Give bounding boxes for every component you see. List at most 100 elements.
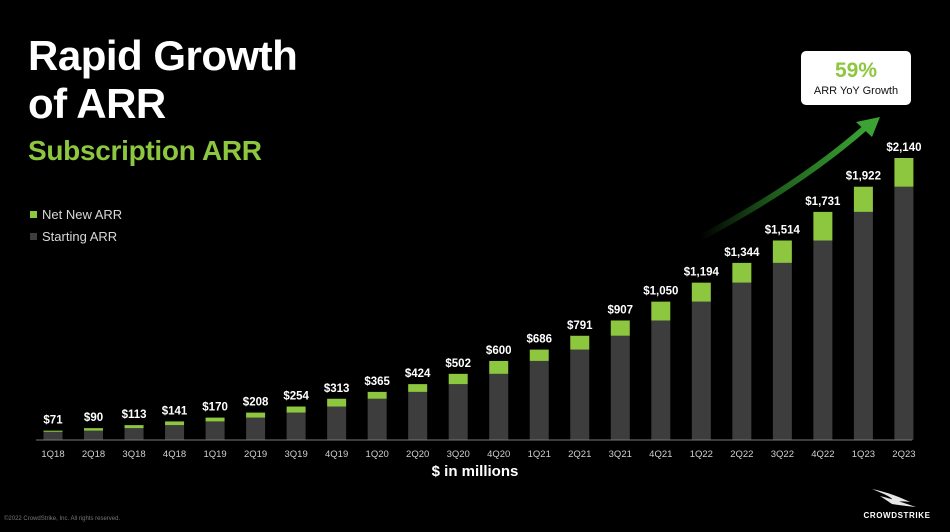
bar-net-new-arr-2Q21: [570, 335, 590, 350]
bar-net-new-arr-3Q18: [124, 425, 144, 429]
bar-starting-arr-2Q19: [246, 417, 266, 440]
data-label-4Q22: $1,731: [805, 196, 841, 208]
bar-net-new-arr-4Q19: [327, 398, 347, 407]
bar-starting-arr-1Q20: [367, 398, 387, 440]
bar-starting-arr-4Q18: [165, 425, 185, 440]
growth-callout-label: ARR YoY Growth: [813, 85, 899, 97]
data-label-1Q23: $1,922: [846, 171, 881, 183]
x-tick-label-3Q21: 3Q21: [609, 449, 632, 460]
units-label: $ in millions: [431, 463, 519, 480]
bar-starting-arr-4Q22: [813, 240, 833, 440]
legend-item-starting: Starting ARR: [30, 225, 122, 247]
page-title: Rapid Growth of ARR: [28, 32, 298, 128]
bar-starting-arr-3Q20: [448, 384, 468, 440]
data-label-2Q21: $791: [567, 320, 593, 332]
bar-starting-arr-1Q22: [691, 301, 711, 440]
x-tick-label-2Q18: 2Q18: [82, 449, 105, 460]
bar-net-new-arr-3Q19: [286, 406, 306, 413]
bar-net-new-arr-1Q23: [853, 186, 873, 212]
growth-arrow-head: [856, 117, 880, 137]
bar-net-new-arr-2Q19: [246, 412, 266, 418]
legend-item-net-new: Net New ARR: [30, 203, 122, 225]
x-tick-label-1Q20: 1Q20: [366, 449, 389, 460]
x-tick-label-2Q23: 2Q23: [892, 449, 915, 460]
legend-swatch-starting: [30, 232, 37, 240]
bar-net-new-arr-4Q18: [165, 421, 185, 426]
bar-net-new-arr-1Q19: [205, 417, 225, 422]
bar-starting-arr-2Q18: [84, 430, 104, 440]
x-tick-label-3Q20: 3Q20: [447, 449, 470, 460]
growth-arrow-shaft: [697, 124, 869, 241]
data-label-4Q21: $1,050: [643, 286, 678, 298]
bar-starting-arr-3Q21: [610, 335, 630, 440]
x-tick-label-1Q19: 1Q19: [203, 449, 226, 460]
bar-starting-arr-2Q22: [732, 282, 752, 440]
x-tick-label-1Q23: 1Q23: [852, 449, 875, 460]
x-tick-label-4Q19: 4Q19: [325, 449, 348, 460]
copyright-text: ©2022 CrowdStrike, Inc. All rights reser…: [4, 516, 121, 522]
bar-starting-arr-3Q19: [286, 412, 306, 440]
bar-starting-arr-3Q22: [772, 262, 792, 440]
bar-net-new-arr-3Q20: [448, 373, 468, 385]
data-label-1Q22: $1,194: [684, 267, 720, 279]
bar-starting-arr-3Q18: [124, 428, 144, 440]
bar-starting-arr-1Q21: [529, 360, 549, 440]
x-tick-label-4Q21: 4Q21: [649, 449, 672, 460]
crowdstrike-logo: CROWDSTRIKE: [852, 486, 942, 520]
data-label-2Q18: $90: [84, 412, 103, 424]
data-label-1Q20: $365: [364, 376, 390, 388]
bar-net-new-arr-2Q18: [84, 428, 104, 431]
legend-label-starting: Starting ARR: [42, 228, 118, 244]
legend-swatch-net-new: [30, 210, 37, 218]
bar-net-new-arr-2Q22: [732, 262, 752, 283]
data-label-4Q18: $141: [162, 405, 188, 417]
falcon-icon: [872, 489, 916, 507]
data-label-3Q20: $502: [445, 358, 471, 370]
bar-starting-arr-1Q23: [853, 211, 873, 440]
bar-starting-arr-4Q21: [651, 320, 671, 440]
data-label-1Q21: $686: [526, 334, 552, 346]
x-tick-label-1Q21: 1Q21: [528, 449, 551, 460]
bar-net-new-arr-4Q22: [813, 211, 833, 241]
data-label-1Q19: $170: [202, 402, 228, 414]
data-label-3Q18: $113: [122, 409, 147, 421]
bar-net-new-arr-1Q21: [529, 349, 549, 361]
data-label-1Q18: $71: [43, 415, 63, 427]
data-label-3Q22: $1,514: [765, 224, 801, 236]
data-label-3Q19: $254: [283, 391, 309, 403]
x-tick-label-2Q21: 2Q21: [568, 449, 591, 460]
bar-starting-arr-4Q19: [327, 406, 347, 440]
logo-wordmark: CROWDSTRIKE: [863, 511, 931, 520]
bar-net-new-arr-4Q20: [489, 360, 509, 374]
title-line-1: Rapid Growth: [28, 32, 298, 79]
x-tick-label-3Q19: 3Q19: [284, 449, 307, 460]
title-line-2: of ARR: [28, 80, 166, 127]
bar-starting-arr-1Q18: [43, 431, 63, 440]
x-tick-label-2Q20: 2Q20: [406, 449, 429, 460]
bar-starting-arr-4Q20: [489, 373, 509, 440]
data-label-3Q21: $907: [607, 304, 633, 316]
data-label-2Q19: $208: [243, 397, 269, 409]
growth-callout-value: 59%: [834, 59, 878, 82]
x-tick-label-4Q18: 4Q18: [163, 449, 186, 460]
bar-net-new-arr-1Q20: [367, 391, 387, 399]
x-tick-label-3Q22: 3Q22: [771, 449, 794, 460]
x-tick-label-1Q18: 1Q18: [41, 449, 64, 460]
x-tick-label-2Q19: 2Q19: [244, 449, 267, 460]
data-label-2Q23: $2,140: [886, 142, 921, 154]
bar-starting-arr-2Q20: [408, 391, 428, 440]
bar-net-new-arr-1Q18: [43, 430, 63, 432]
bar-net-new-arr-4Q21: [651, 301, 671, 321]
legend-label-net-new: Net New ARR: [42, 206, 123, 222]
x-tick-label-3Q18: 3Q18: [122, 449, 145, 460]
bar-net-new-arr-3Q21: [610, 320, 630, 336]
x-tick-label-4Q22: 4Q22: [811, 449, 834, 460]
bar-net-new-arr-3Q22: [772, 240, 792, 263]
growth-callout: 59% ARR YoY Growth: [801, 51, 911, 105]
x-tick-label-2Q22: 2Q22: [730, 449, 753, 460]
x-tick-label-4Q20: 4Q20: [487, 449, 510, 460]
bar-net-new-arr-1Q22: [691, 282, 711, 302]
bar-starting-arr-2Q23: [894, 186, 914, 440]
chart-legend: Net New ARR Starting ARR: [30, 203, 122, 247]
